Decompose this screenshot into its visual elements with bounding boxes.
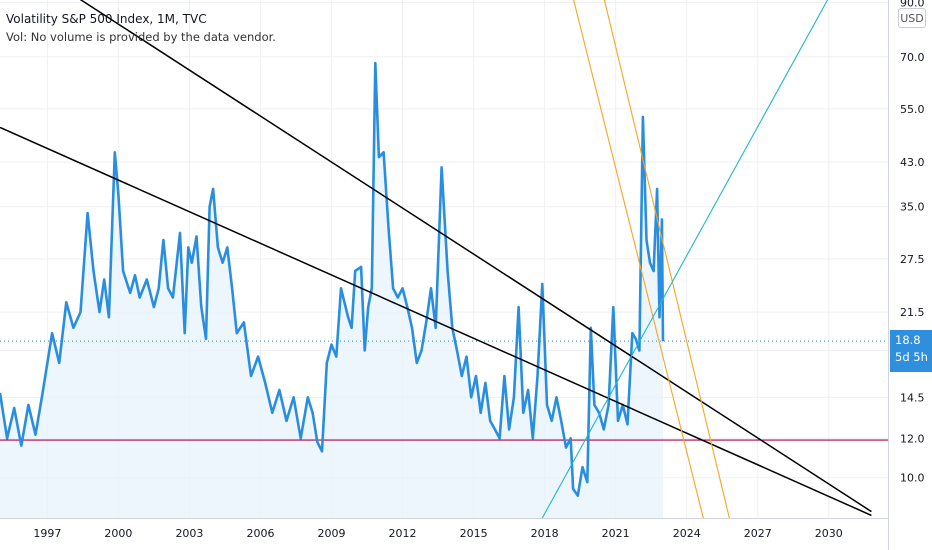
- y-tick-label: 90.0: [900, 0, 925, 9]
- x-tick-label: 2003: [175, 527, 203, 540]
- legend-title: Volatility S&P 500 Index, 1M, TVC: [6, 12, 207, 26]
- x-tick-label: 2006: [246, 527, 274, 540]
- legend-volume-text: Vol: No volume is provided by the data v…: [6, 30, 276, 44]
- y-tick-label: 27.5: [900, 253, 925, 266]
- y-tick-label: 12.0: [900, 432, 925, 445]
- last-price-countdown: 5d 5h: [895, 350, 928, 364]
- x-tick-label: 2009: [318, 527, 346, 540]
- x-tick-label: 2000: [104, 527, 132, 540]
- x-tick-label: 2021: [602, 527, 630, 540]
- series-line: [0, 61, 665, 497]
- trend-line-black: [0, 126, 872, 517]
- x-tick-label: 2030: [815, 527, 843, 540]
- y-tick-label: 21.5: [900, 306, 925, 319]
- trend-line-orange: [603, 0, 730, 518]
- x-tick-label: 2027: [744, 527, 772, 540]
- y-tick-label: 43.0: [900, 156, 925, 169]
- last-price-badge: 18.8 5d 5h: [890, 330, 932, 372]
- y-tick-label: 10.0: [900, 472, 925, 485]
- x-tick-label: 1997: [33, 527, 61, 540]
- trend-line-orange: [573, 0, 704, 518]
- x-tick-label: 2018: [531, 527, 559, 540]
- series-area: [0, 63, 664, 518]
- trend-line-black: [79, 0, 872, 513]
- chart-legend: Volatility S&P 500 Index, 1M, TVC Vol: N…: [6, 10, 276, 46]
- x-tick-label: 2012: [389, 527, 417, 540]
- last-price-value: 18.8: [895, 333, 921, 347]
- trend-line-cyan: [541, 0, 829, 518]
- plot-area: [0, 0, 888, 518]
- x-tick-label: 2024: [673, 527, 701, 540]
- y-tick-label: 35.0: [900, 201, 925, 214]
- currency-button[interactable]: USD: [898, 8, 926, 28]
- y-tick-label: 14.5: [900, 391, 925, 404]
- y-tick-label: 55.0: [900, 103, 925, 116]
- x-tick-label: 2015: [460, 527, 488, 540]
- y-tick-label: 70.0: [900, 51, 925, 64]
